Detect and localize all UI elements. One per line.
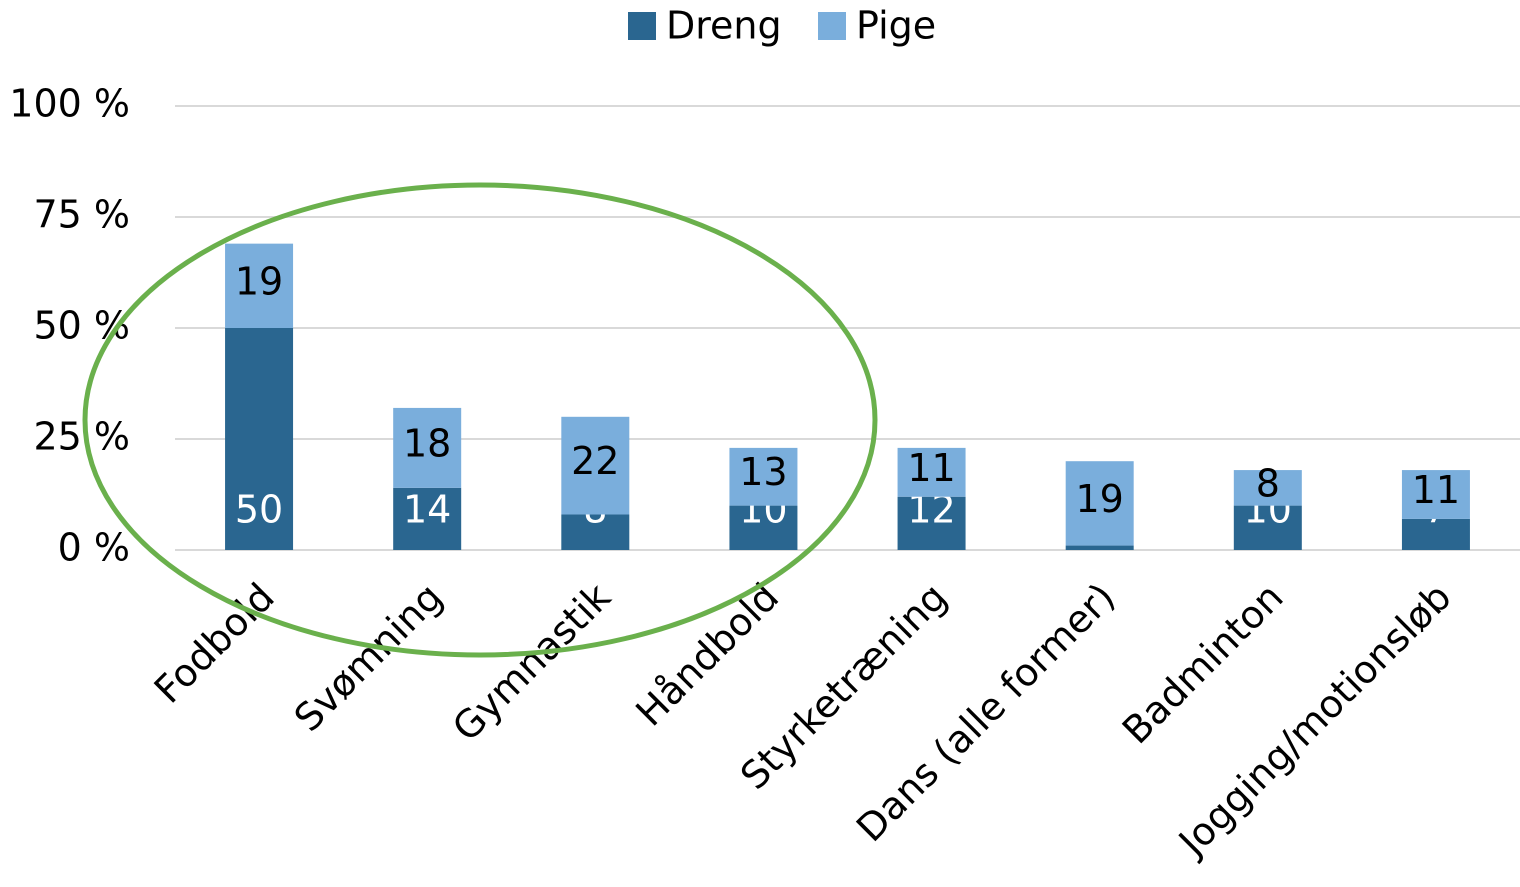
x-tick-label: Gymnastik [444,575,619,750]
bar-segment [1065,545,1134,550]
data-label: 8 [1256,461,1280,505]
data-label: 22 [571,439,619,483]
data-label: 11 [907,446,955,490]
x-tick-label: Håndbold [627,575,787,735]
x-tick-label: Svømning [286,575,451,740]
x-tick-label: Jogging/motionsløb [1169,575,1460,866]
legend-label: Dreng [666,4,782,48]
legend-swatch [628,12,656,40]
y-tick-label: 0 % [58,526,130,570]
legend-label: Pige [856,4,936,48]
data-label: 18 [403,421,451,465]
bar-segment [897,496,966,550]
data-label: 11 [1412,468,1460,512]
bar-segment [729,505,798,550]
data-label: 50 [235,488,283,532]
bar-segment [729,447,798,506]
bar-segment [225,328,294,550]
y-tick-label: 75 % [33,193,130,237]
data-label: 13 [739,450,787,494]
data-label: 19 [235,259,283,303]
data-label: 19 [1076,477,1124,521]
bar-segment [225,243,294,328]
y-tick-label: 50 % [33,304,130,348]
bar-segment [1401,518,1470,550]
bar-segment [393,487,462,550]
y-tick-label: 25 % [33,415,130,459]
bar-segment [1401,470,1470,519]
highlight-ellipse [82,182,878,658]
bar-segment [561,416,630,515]
bar-segment [1233,505,1302,550]
x-tick-label: Badminton [1114,575,1292,753]
bar-segment [393,407,462,488]
bar-segment [1065,461,1134,546]
legend-swatch [818,12,846,40]
bar-segment [897,447,966,497]
data-label: 14 [403,488,451,532]
bar-segment [561,514,630,550]
bar-segment [1233,470,1302,506]
y-tick-label: 100 % [9,82,130,126]
